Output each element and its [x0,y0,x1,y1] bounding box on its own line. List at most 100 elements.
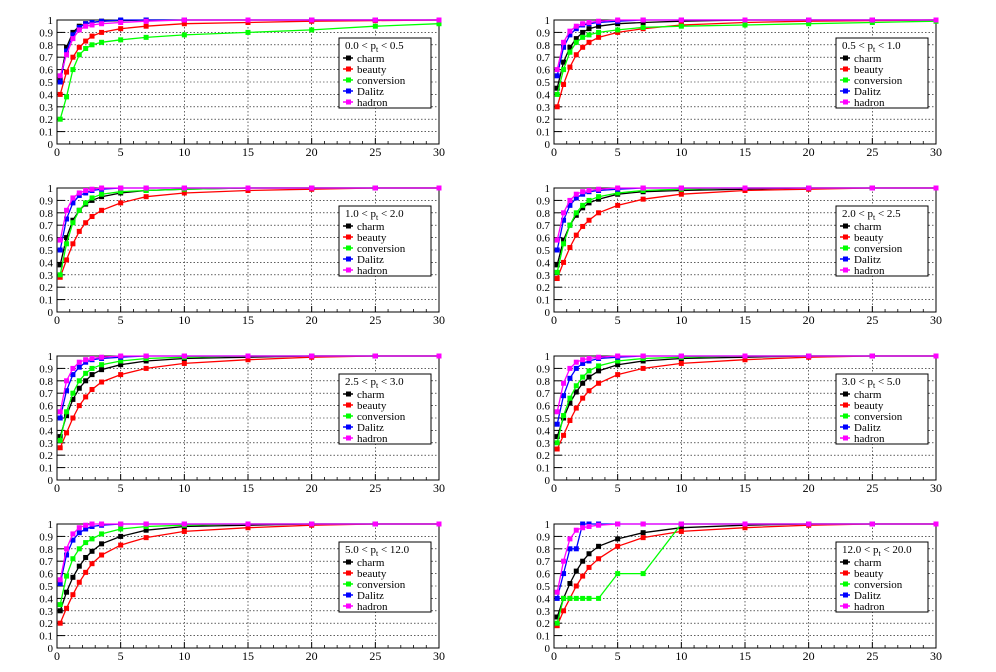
data-point-conversion [573,210,579,216]
x-tick-label: 25 [369,313,381,327]
data-point-hadron [89,22,95,28]
data-point-beauty [554,104,560,110]
data-point-conversion [70,220,76,226]
data-point-charm [580,558,586,564]
y-tick-label: 0 [545,139,551,151]
legend-marker [346,223,351,229]
data-point-hadron [57,577,63,583]
data-point-dalitz [57,415,63,421]
data-point-charm [57,262,63,268]
data-point-beauty [143,23,149,29]
data-point-hadron [245,17,251,23]
data-point-hadron [76,27,82,33]
data-point-hadron [83,187,89,193]
y-tick-label: 0.7 [536,388,550,400]
y-tick-label: 0.2 [39,618,53,630]
y-tick-label: 0.8 [536,208,550,220]
y-tick-label: 0.7 [536,52,550,64]
data-point-conversion [89,536,95,542]
y-tick-label: 0.8 [536,544,550,556]
data-point-hadron [181,353,187,359]
data-point-conversion [118,526,124,532]
legend-marker [843,245,848,251]
data-point-dalitz [64,388,70,394]
y-tick-label: 0.9 [39,195,53,207]
y-tick-label: 0.2 [536,450,550,462]
data-point-conversion [554,269,560,275]
x-tick-label: 25 [369,145,381,159]
data-point-hadron [567,536,573,542]
data-point-hadron [143,18,149,24]
data-point-beauty [70,415,76,421]
y-tick-label: 0.3 [536,438,550,450]
x-tick-label: 15 [739,313,751,327]
x-tick-label: 20 [306,313,318,327]
data-point-dalitz [554,73,560,79]
data-point-hadron [554,409,560,415]
y-tick-label: 0.3 [39,270,53,282]
data-point-beauty [99,29,105,35]
data-point-hadron [436,185,442,191]
data-point-hadron [596,186,602,192]
legend-label: Dalitz [357,86,384,98]
data-point-conversion [64,94,70,100]
legend-marker [843,424,848,430]
data-point-conversion [76,378,82,384]
data-point-hadron [372,521,378,527]
data-point-hadron [586,187,592,193]
legend-marker [843,559,848,565]
data-point-charm [64,235,70,241]
y-tick-label: 0.8 [39,208,53,220]
y-tick-label: 0.1 [39,631,53,643]
y-tick-label: 0.9 [536,27,550,39]
data-point-hadron [64,52,70,58]
data-point-charm [118,533,124,539]
data-point-hadron [554,67,560,73]
y-tick-label: 0.5 [39,77,53,89]
legend-label: beauty [854,64,884,76]
x-tick-label: 0 [551,145,557,159]
data-point-charm [118,362,124,368]
legend-marker [843,267,848,273]
data-point-conversion [64,573,70,579]
x-tick-label: 30 [930,145,942,159]
data-point-conversion [118,358,124,364]
data-point-hadron [561,210,567,216]
y-tick-label: 0.8 [39,544,53,556]
data-point-charm [57,608,63,614]
data-point-dalitz [70,200,76,206]
legend-label: charm [854,389,882,401]
data-point-charm [596,23,602,29]
data-point-conversion [596,194,602,200]
x-tick-label: 0 [551,649,557,663]
data-point-charm [89,548,95,554]
data-point-beauty [245,525,251,531]
data-point-beauty [615,372,621,378]
data-point-charm [70,574,76,580]
data-point-hadron [70,195,76,201]
x-tick-label: 15 [242,313,254,327]
data-point-conversion [580,595,586,601]
legend-marker [346,391,351,397]
data-point-charm [83,554,89,560]
data-point-conversion [567,395,573,401]
x-tick-label: 30 [930,481,942,495]
y-tick-label: 0.6 [536,65,550,77]
x-tick-label: 15 [242,145,254,159]
data-point-charm [580,380,586,386]
y-tick-label: 0.2 [536,282,550,294]
data-point-conversion [596,363,602,369]
data-point-beauty [118,372,124,378]
data-point-charm [554,434,560,440]
data-point-hadron [143,353,149,359]
data-point-beauty [76,579,82,585]
x-tick-label: 10 [178,313,190,327]
data-point-hadron [89,521,95,527]
legend-label: conversion [357,579,406,591]
y-tick-label: 0.4 [536,425,550,437]
data-point-hadron [869,521,875,527]
data-point-hadron [586,523,592,529]
legend-label: hadron [357,97,388,109]
legend-label: conversion [854,243,903,255]
data-point-conversion [99,531,105,537]
